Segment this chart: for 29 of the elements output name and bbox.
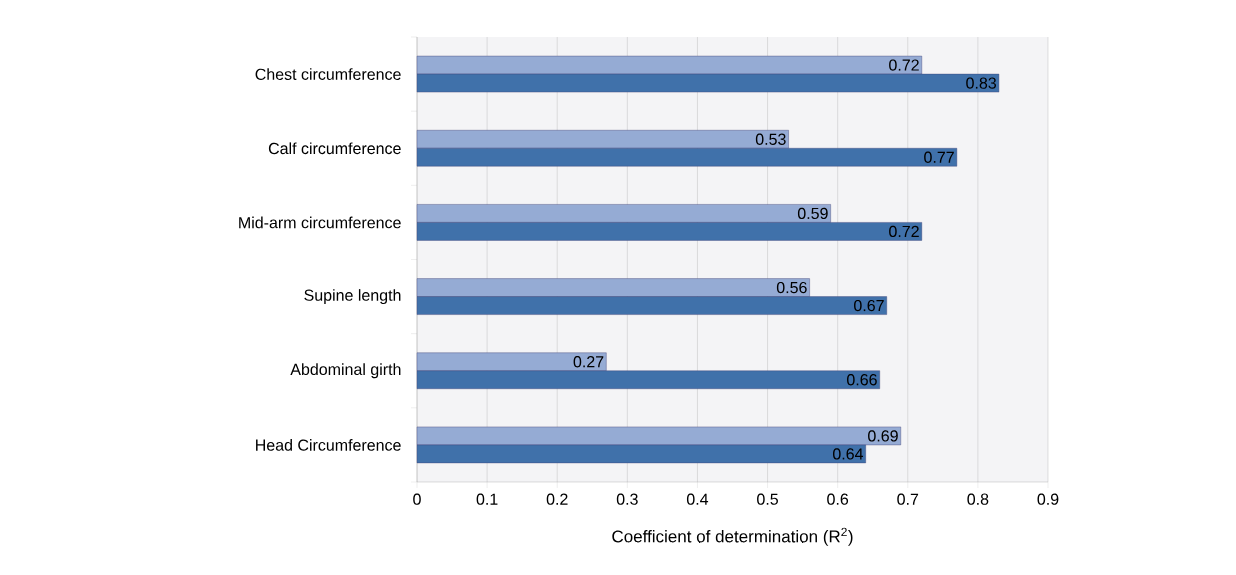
y-tick-label: Chest circumference [255,68,401,80]
data-label: 0.77 [924,151,954,163]
data-label: 0.66 [847,374,877,386]
x-tick-label: 0.5 [757,493,778,505]
x-tick-label: 0.1 [476,493,498,505]
data-label: 0.59 [797,207,828,220]
data-label: 0.27 [573,356,604,368]
data-label: 0.53 [755,133,786,145]
data-label: 0.83 [966,77,997,89]
data-label: 0.72 [889,59,919,71]
x-tick-label: 0.3 [616,493,638,505]
data-label: 0.64 [833,448,864,460]
x-tick-label: 0 [413,493,421,505]
x-tick-label: 0.6 [827,493,849,505]
data-label: 0.56 [776,281,807,294]
y-tick-label: Head Circumference [256,439,401,451]
data-label: 0.72 [889,225,919,238]
x-tick-label: 0.9 [1037,493,1059,505]
y-tick-label: Calf circumference [268,142,401,155]
x-tick-label: 0.2 [546,493,568,505]
data-label: 0.69 [868,430,898,442]
x-tick-label: 0.7 [897,493,919,505]
x-tick-label: 0.8 [967,493,989,505]
x-axis-title: Coefficient of determination (R$^{2}$) [612,527,853,546]
y-tick-label: Supine length [304,289,401,305]
x-tick-label: 0.4 [686,493,709,505]
y-tick-label: Abdominal girth [290,363,401,379]
y-tick-label: Mid-arm circumference [239,216,401,229]
data-label: 0.67 [854,299,884,312]
